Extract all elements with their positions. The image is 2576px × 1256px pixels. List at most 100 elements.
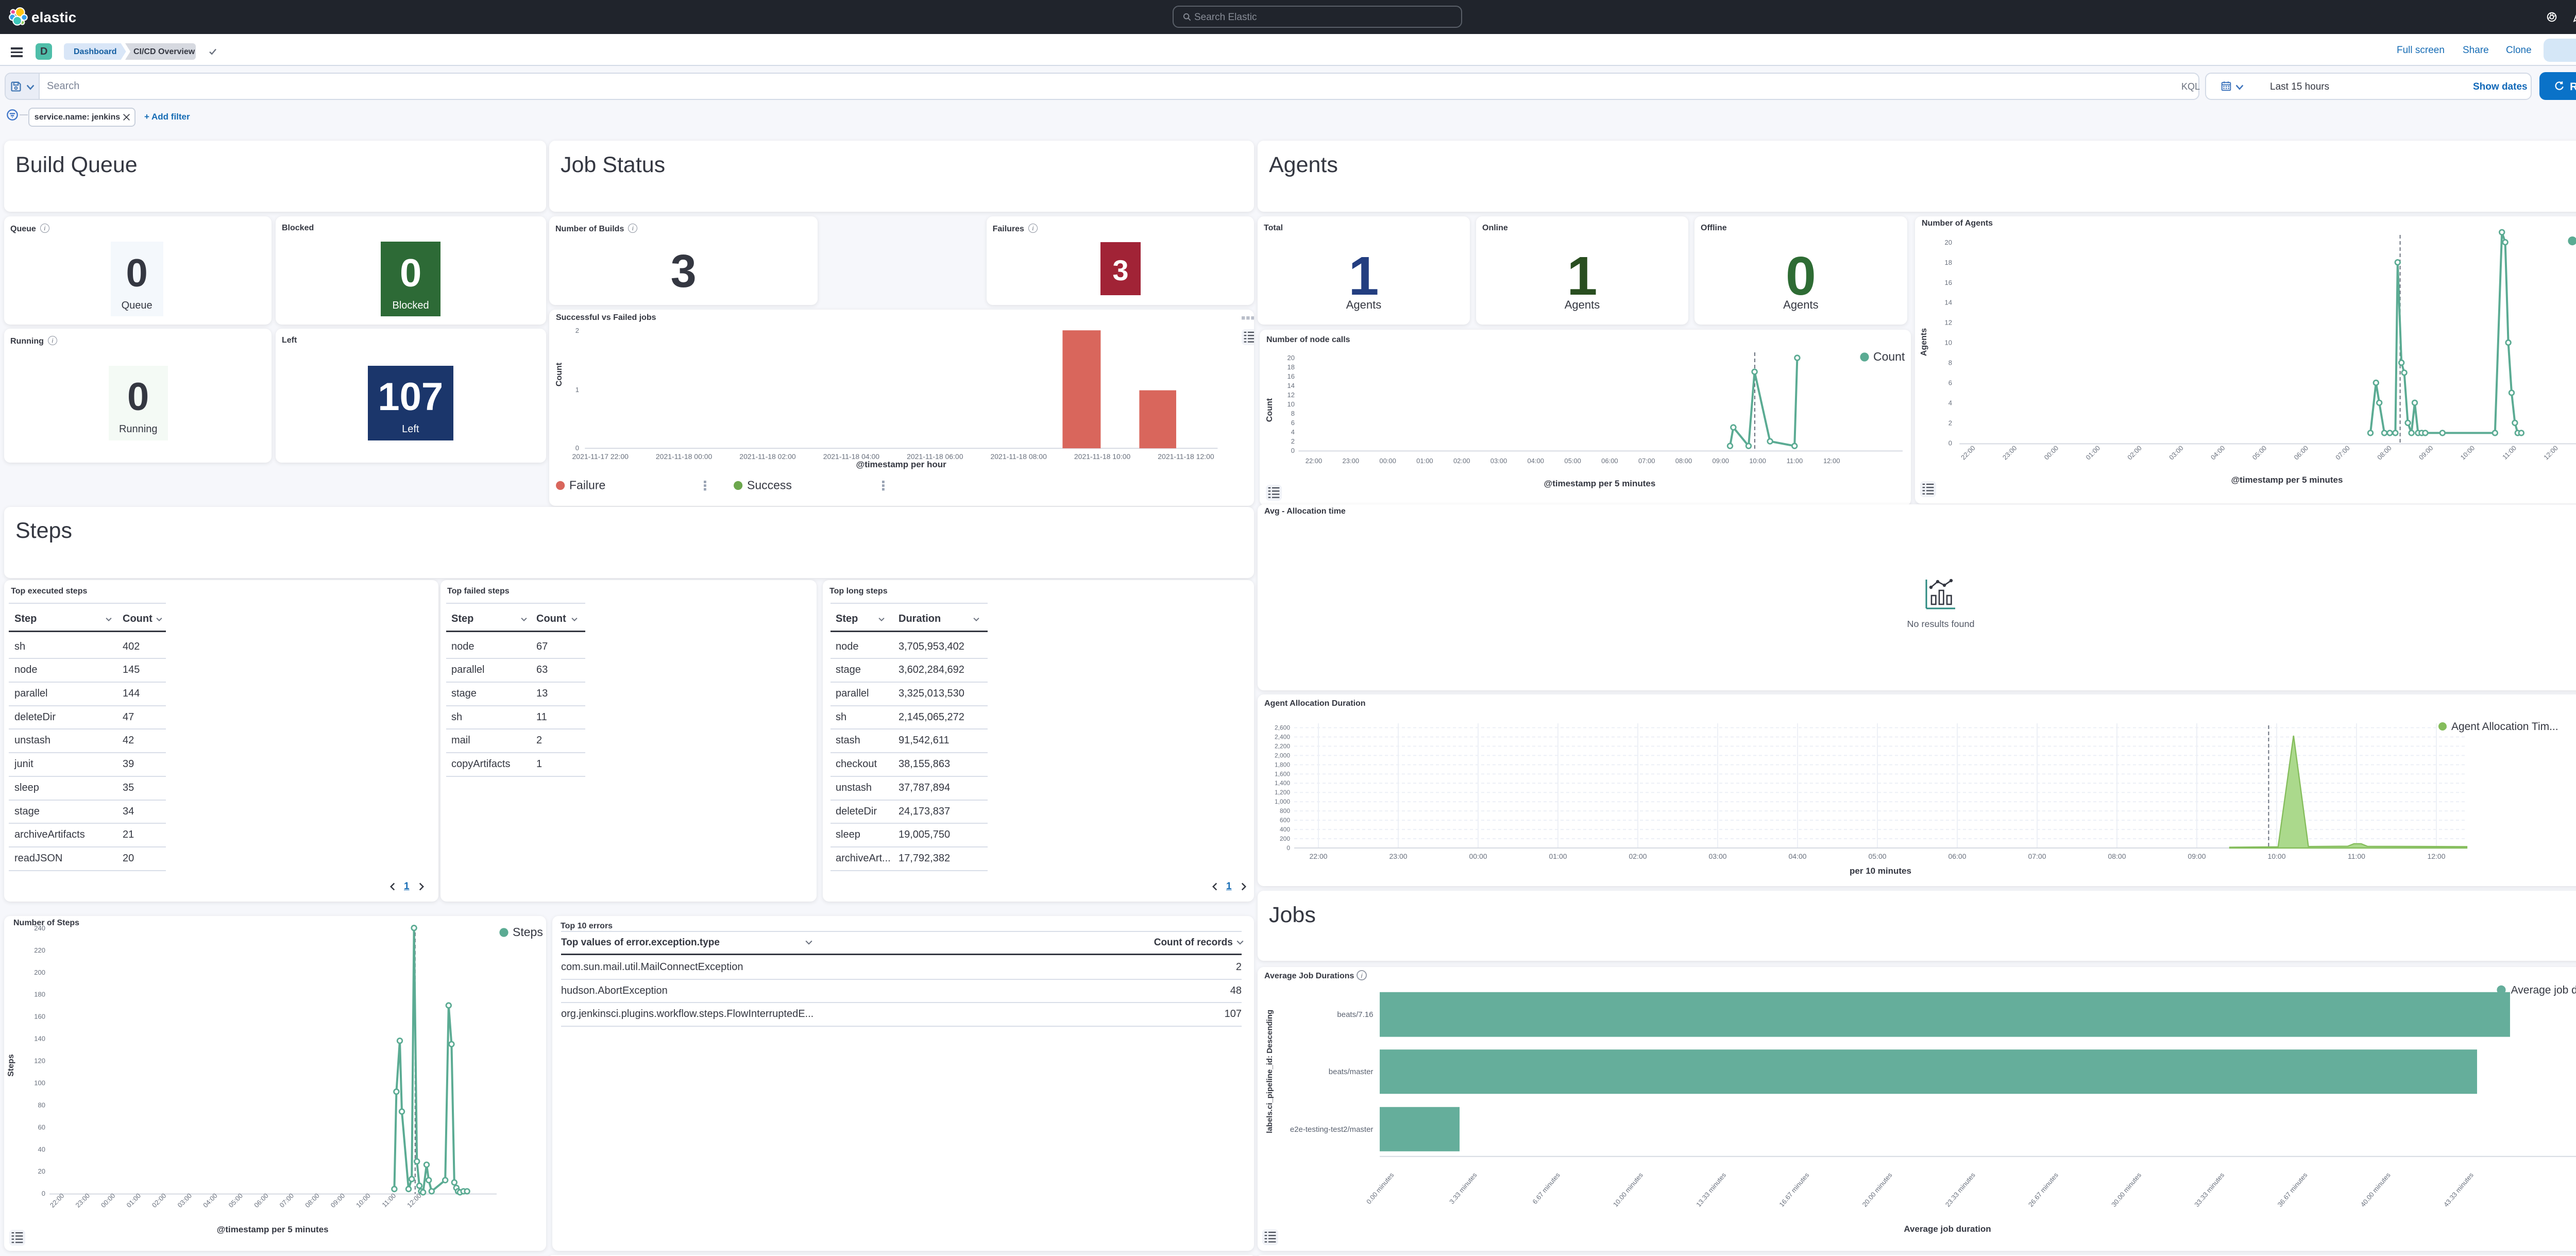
svg-text:600: 600 (1280, 817, 1290, 824)
svg-text:09:00: 09:00 (2417, 444, 2435, 462)
svg-text:18: 18 (1945, 258, 1952, 266)
svg-text:0: 0 (1286, 844, 1290, 852)
svg-text:20: 20 (38, 1167, 45, 1175)
svg-text:12:00: 12:00 (1823, 457, 1840, 465)
svg-text:08:00: 08:00 (2376, 444, 2393, 462)
svg-text:Agent Allocation Duration: Agent Allocation Duration (1264, 699, 1366, 708)
svg-text:Steps: Steps (7, 1054, 15, 1077)
svg-text:40: 40 (38, 1145, 45, 1153)
svg-text:Avg - Allocation time: Avg - Allocation time (1264, 507, 1346, 516)
svg-text:Average Job Durations: Average Job Durations (1264, 972, 1354, 980)
svg-text:00:00: 00:00 (1380, 457, 1397, 465)
svg-text:1: 1 (575, 386, 579, 394)
svg-text:200: 200 (1280, 835, 1290, 842)
svg-text:8: 8 (1291, 410, 1295, 417)
svg-text:Average job duration: Average job duration (1904, 1224, 1991, 1234)
svg-text:Agent Allocation Tim...: Agent Allocation Tim... (2451, 721, 2558, 733)
svg-text:1,000: 1,000 (1275, 798, 1290, 805)
svg-text:Success: Success (747, 478, 792, 491)
svg-text:labels.ci_pipeline_id: Descend: labels.ci_pipeline_id: Descending (1265, 1010, 1274, 1133)
svg-text:6: 6 (1948, 379, 1952, 386)
svg-text:2021-11-18 06:00: 2021-11-18 06:00 (907, 452, 963, 461)
svg-text:0: 0 (1291, 447, 1295, 454)
svg-text:16: 16 (1945, 278, 1952, 286)
svg-text:2,200: 2,200 (1275, 742, 1290, 750)
svg-text:0: 0 (575, 444, 579, 452)
svg-text:05:00: 05:00 (1869, 852, 1887, 860)
svg-text:23.33 minutes: 23.33 minutes (1944, 1171, 1977, 1209)
svg-text:03:00: 03:00 (1709, 852, 1727, 860)
svg-text:23:00: 23:00 (1389, 852, 1408, 860)
svg-text:10:00: 10:00 (2267, 852, 2285, 860)
svg-text:14: 14 (1945, 298, 1952, 306)
svg-text:04:00: 04:00 (1789, 852, 1807, 860)
svg-text:36.67 minutes: 36.67 minutes (2276, 1171, 2309, 1209)
svg-text:Failure: Failure (569, 478, 605, 491)
svg-text:6: 6 (1291, 419, 1295, 427)
svg-text:Number of Agents: Number of Agents (1922, 219, 1993, 228)
svg-text:@timestamp per hour: @timestamp per hour (856, 460, 947, 469)
svg-text:01:00: 01:00 (2084, 444, 2102, 462)
svg-text:220: 220 (34, 946, 45, 954)
svg-text:e2e-testing-test2/master: e2e-testing-test2/master (1290, 1125, 1374, 1134)
svg-text:4: 4 (1948, 399, 1952, 406)
svg-text:0: 0 (1948, 439, 1952, 447)
svg-text:2021-11-17 22:00: 2021-11-17 22:00 (572, 452, 629, 461)
svg-text:05:00: 05:00 (2251, 444, 2268, 462)
svg-text:1,800: 1,800 (1275, 761, 1290, 768)
svg-text:3.33 minutes: 3.33 minutes (1448, 1171, 1479, 1206)
svg-text:2,600: 2,600 (1275, 724, 1290, 731)
svg-text:2: 2 (575, 327, 579, 334)
svg-text:Count: Count (1265, 398, 1274, 422)
svg-text:Number of Steps: Number of Steps (13, 919, 79, 927)
svg-text:10: 10 (1287, 400, 1295, 408)
svg-text:20.00 minutes: 20.00 minutes (1861, 1171, 1894, 1209)
svg-text:10: 10 (1945, 338, 1952, 346)
svg-text:20: 20 (1945, 238, 1952, 246)
svg-text:01:00: 01:00 (1416, 457, 1433, 465)
svg-text:@timestamp per 5 minutes: @timestamp per 5 minutes (217, 1225, 329, 1234)
svg-text:80: 80 (38, 1101, 45, 1109)
svg-text:Number of node calls: Number of node calls (1266, 335, 1350, 344)
svg-text:200: 200 (34, 969, 45, 976)
svg-text:18: 18 (1287, 363, 1295, 371)
svg-text:33.33 minutes: 33.33 minutes (2193, 1171, 2226, 1209)
svg-text:14: 14 (1287, 382, 1295, 389)
svg-text:22:00: 22:00 (1306, 457, 1323, 465)
svg-text:2: 2 (1291, 437, 1295, 445)
svg-text:2021-11-18 08:00: 2021-11-18 08:00 (990, 452, 1047, 461)
svg-text:2021-11-18 00:00: 2021-11-18 00:00 (656, 452, 713, 461)
svg-text:30.00 minutes: 30.00 minutes (2110, 1171, 2143, 1209)
svg-text:11:00: 11:00 (2501, 444, 2518, 461)
svg-text:06:00: 06:00 (1948, 852, 1966, 860)
svg-text:09:00: 09:00 (2188, 852, 2206, 860)
svg-text:120: 120 (34, 1057, 45, 1065)
svg-text:07:00: 07:00 (1638, 457, 1655, 465)
svg-text:Agents: Agents (1920, 328, 1928, 355)
svg-text:02:00: 02:00 (1629, 852, 1647, 860)
svg-text:140: 140 (34, 1035, 45, 1043)
svg-text:800: 800 (1280, 807, 1290, 814)
svg-text:Successful vs Failed jobs: Successful vs Failed jobs (556, 313, 656, 322)
svg-text:i: i (1361, 972, 1363, 979)
svg-text:02:00: 02:00 (2126, 444, 2143, 462)
svg-text:beats/7.16: beats/7.16 (1337, 1010, 1373, 1019)
svg-text:0.00 minutes: 0.00 minutes (1365, 1171, 1396, 1206)
svg-text:160: 160 (34, 1013, 45, 1021)
svg-text:12: 12 (1945, 318, 1952, 326)
svg-text:6.67 minutes: 6.67 minutes (1531, 1171, 1562, 1206)
svg-text:03:00: 03:00 (2167, 444, 2185, 462)
svg-text:23:00: 23:00 (1343, 457, 1360, 465)
svg-text:beats/master: beats/master (1329, 1067, 1374, 1076)
svg-text:10:00: 10:00 (2459, 444, 2477, 462)
svg-text:09:00: 09:00 (1713, 457, 1730, 465)
svg-text:00:00: 00:00 (2043, 444, 2060, 462)
svg-text:00:00: 00:00 (1469, 852, 1487, 860)
svg-text:Steps: Steps (513, 925, 543, 939)
svg-text:16.67 minutes: 16.67 minutes (1777, 1171, 1810, 1209)
svg-text:26.67 minutes: 26.67 minutes (2027, 1171, 2060, 1209)
svg-text:01:00: 01:00 (1549, 852, 1567, 860)
svg-text:13.33 minutes: 13.33 minutes (1694, 1171, 1727, 1209)
svg-text:02:00: 02:00 (1453, 457, 1470, 465)
svg-text:06:00: 06:00 (1601, 457, 1618, 465)
